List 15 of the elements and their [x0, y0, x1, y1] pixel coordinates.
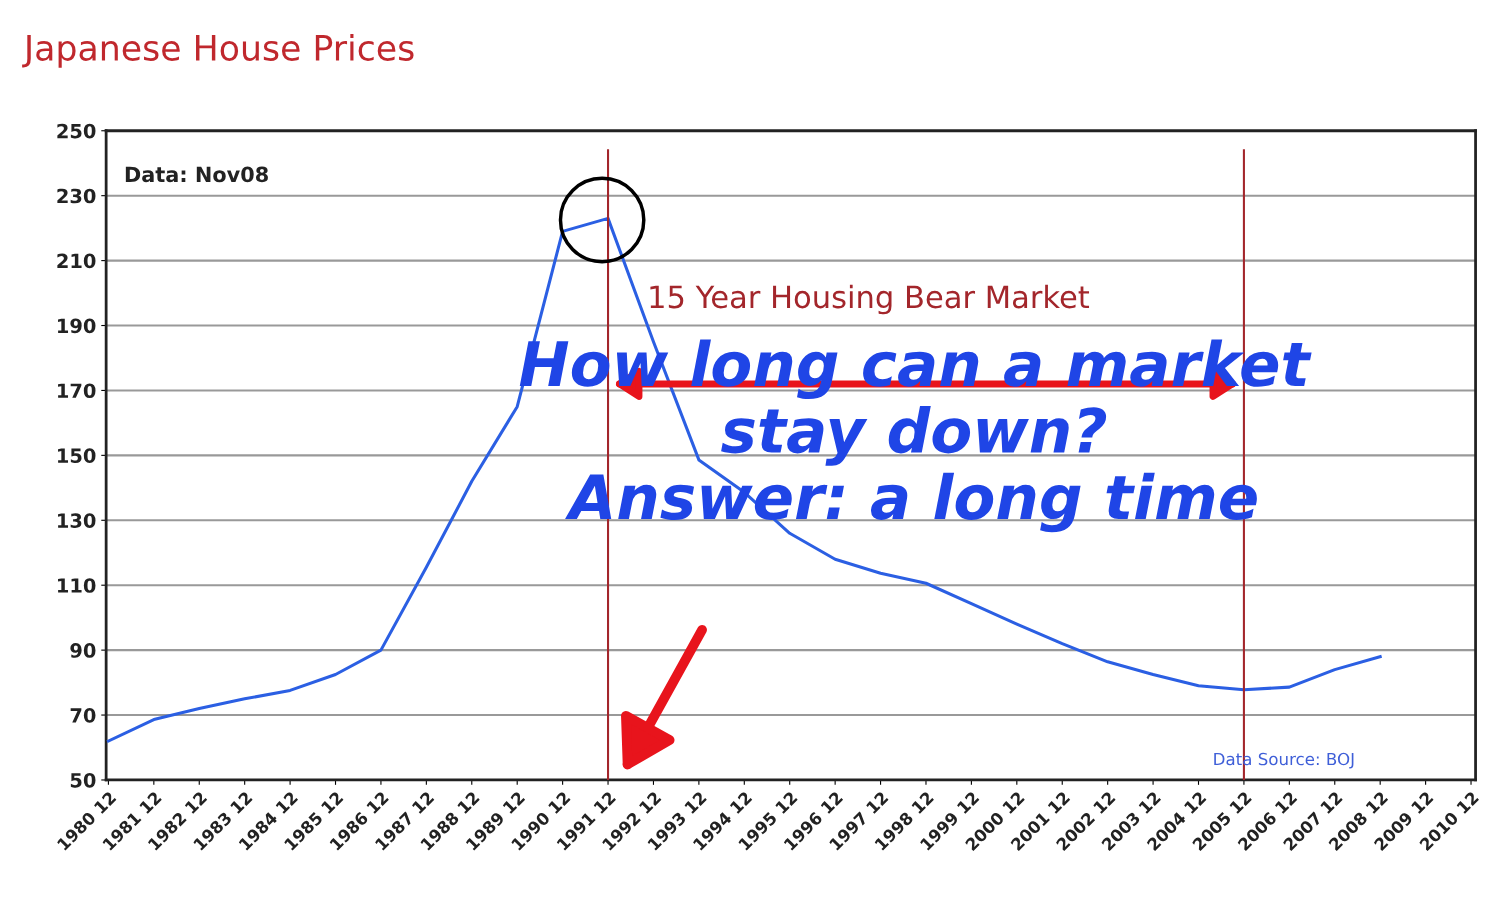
y-tick-label: 50	[70, 772, 96, 788]
chart-title: Japanese House Prices	[22, 34, 414, 68]
annotation: 15 Year Housing Bear Market	[650, 284, 1090, 315]
y-tick-label: 170	[58, 383, 96, 399]
y-tick-label: 190	[58, 318, 96, 334]
line-series	[106, 216, 1382, 743]
y-tick-label: 90	[70, 643, 96, 658]
y-tick-label: 130	[58, 513, 96, 528]
y-tick-label: 70	[70, 708, 96, 723]
annotation: Data: Nov08	[125, 166, 268, 183]
y-tick-label: 150	[58, 448, 96, 464]
y-tick-label: 110	[58, 578, 96, 593]
y-tick-label: 230	[57, 188, 96, 204]
y-tick-label: 250	[57, 123, 96, 139]
y-tick-label: 210	[57, 253, 96, 269]
